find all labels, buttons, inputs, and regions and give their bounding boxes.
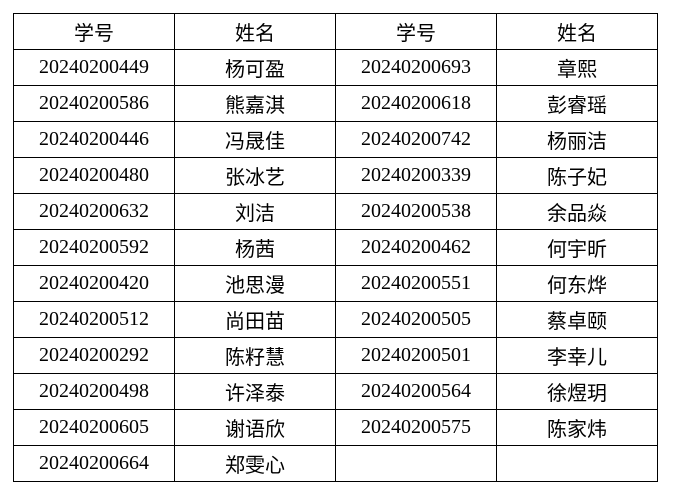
name-cell: 张冰艺 <box>174 157 336 194</box>
student-id-cell: 20240200632 <box>13 193 175 230</box>
name-cell: 陈籽慧 <box>174 337 336 374</box>
student-id-cell: 20240200480 <box>13 157 175 194</box>
student-roster-table: 学号 姓名 学号 姓名 20240200449 杨可盈 20240200693 章熙 2… <box>13 13 658 482</box>
name-cell: 郑雯心 <box>174 445 336 482</box>
table-row: 20240200592 杨茜 20240200462 何宇昕 <box>13 229 658 266</box>
name-cell: 池思漫 <box>174 265 336 302</box>
name-cell: 谢语欣 <box>174 409 336 446</box>
student-id-cell: 20240200498 <box>13 373 175 410</box>
name-cell: 蔡卓颐 <box>496 301 658 338</box>
header-student-id: 学号 <box>335 13 497 50</box>
name-cell: 刘洁 <box>174 193 336 230</box>
table-row: 20240200292 陈籽慧 20240200501 李幸儿 <box>13 337 658 374</box>
name-cell: 彭睿瑶 <box>496 85 658 122</box>
student-id-cell: 20240200505 <box>335 301 497 338</box>
student-id-cell: 20240200420 <box>13 265 175 302</box>
student-id-cell: 20240200449 <box>13 49 175 86</box>
student-id-cell: 20240200605 <box>13 409 175 446</box>
table-row: 20240200446 冯晟佳 20240200742 杨丽洁 <box>13 121 658 158</box>
name-cell: 陈子妃 <box>496 157 658 194</box>
student-id-cell: 20240200512 <box>13 301 175 338</box>
table-body: 20240200449 杨可盈 20240200693 章熙 20240200586 熊嘉… <box>13 49 658 482</box>
name-cell: 徐煜玥 <box>496 373 658 410</box>
student-id-cell: 20240200551 <box>335 265 497 302</box>
student-id-cell: 20240200462 <box>335 229 497 266</box>
header-name: 姓名 <box>174 13 336 50</box>
student-id-cell: 20240200575 <box>335 409 497 446</box>
table-row: 20240200632 刘洁 20240200538 余品焱 <box>13 193 658 230</box>
student-id-cell: 20240200693 <box>335 49 497 86</box>
name-cell: 陈家炜 <box>496 409 658 446</box>
student-id-cell: 20240200564 <box>335 373 497 410</box>
student-id-cell: 20240200664 <box>13 445 175 482</box>
student-id-cell: 20240200742 <box>335 121 497 158</box>
header-student-id: 学号 <box>13 13 175 50</box>
name-cell: 何宇昕 <box>496 229 658 266</box>
student-id-cell: 20240200592 <box>13 229 175 266</box>
name-cell: 杨茜 <box>174 229 336 266</box>
name-cell: 冯晟佳 <box>174 121 336 158</box>
name-cell: 杨可盈 <box>174 49 336 86</box>
name-cell: 尚田苗 <box>174 301 336 338</box>
student-id-cell: 20240200618 <box>335 85 497 122</box>
student-id-cell <box>335 445 497 482</box>
student-id-cell: 20240200501 <box>335 337 497 374</box>
student-id-cell: 20240200339 <box>335 157 497 194</box>
table-row: 20240200586 熊嘉淇 20240200618 彭睿瑶 <box>13 85 658 122</box>
name-cell: 杨丽洁 <box>496 121 658 158</box>
name-cell: 许泽泰 <box>174 373 336 410</box>
table-row: 20240200512 尚田苗 20240200505 蔡卓颐 <box>13 301 658 338</box>
name-cell <box>496 445 658 482</box>
name-cell: 余品焱 <box>496 193 658 230</box>
header-name: 姓名 <box>496 13 658 50</box>
table-row: 20240200664 郑雯心 <box>13 445 658 482</box>
student-id-cell: 20240200586 <box>13 85 175 122</box>
name-cell: 章熙 <box>496 49 658 86</box>
name-cell: 李幸儿 <box>496 337 658 374</box>
name-cell: 何东烨 <box>496 265 658 302</box>
name-cell: 熊嘉淇 <box>174 85 336 122</box>
table-row: 20240200420 池思漫 20240200551 何东烨 <box>13 265 658 302</box>
student-id-cell: 20240200446 <box>13 121 175 158</box>
table-row: 20240200480 张冰艺 20240200339 陈子妃 <box>13 157 658 194</box>
table-row: 20240200605 谢语欣 20240200575 陈家炜 <box>13 409 658 446</box>
student-id-cell: 20240200538 <box>335 193 497 230</box>
table-row: 20240200498 许泽泰 20240200564 徐煜玥 <box>13 373 658 410</box>
header-row: 学号 姓名 学号 姓名 <box>13 13 658 50</box>
table-row: 20240200449 杨可盈 20240200693 章熙 <box>13 49 658 86</box>
student-id-cell: 20240200292 <box>13 337 175 374</box>
